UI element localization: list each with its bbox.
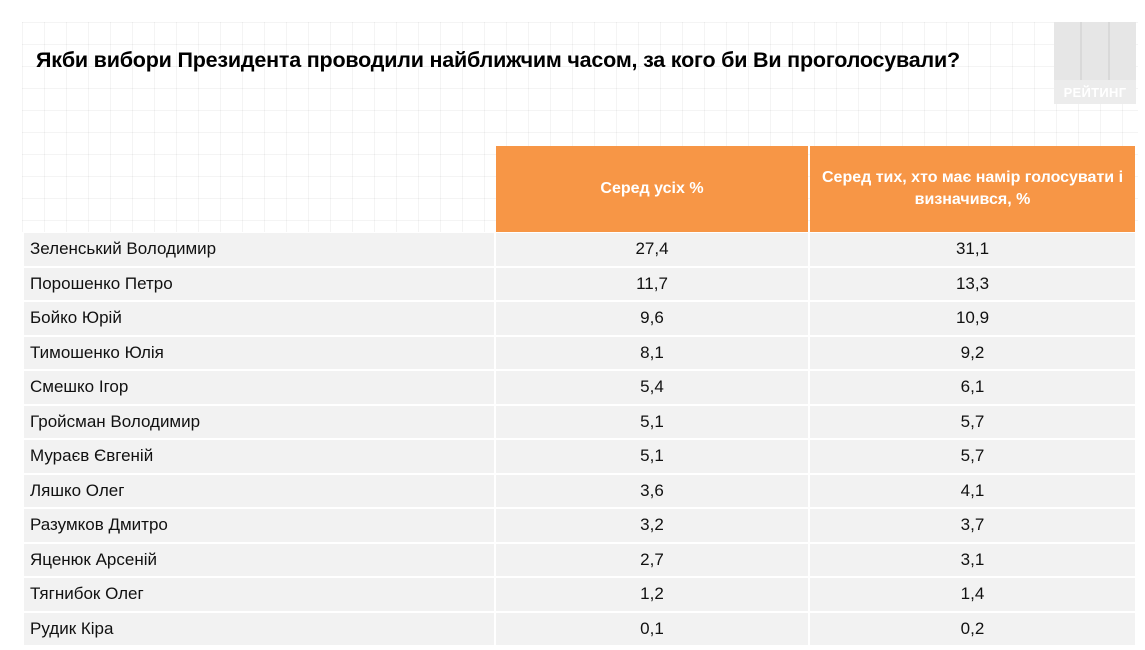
candidate-name: Ляшко Олег <box>30 480 125 500</box>
value-decided: 1,4 <box>960 584 985 603</box>
logo-text: РЕЙТИНГ <box>1063 85 1127 100</box>
table-row: Разумков Дмитро 3,2 3,7 <box>24 508 1135 543</box>
cell-background <box>810 371 1135 404</box>
value-all: 3,6 <box>640 480 664 500</box>
cell-background <box>810 405 1135 438</box>
candidate-name: Разумков Дмитро <box>30 515 168 534</box>
results-table: Серед усіх % Серед тих, хто має намір го… <box>24 146 1135 646</box>
cell-background <box>496 578 808 611</box>
candidate-name: Рудик Кіра <box>30 618 114 638</box>
value-decided: 9,2 <box>960 342 985 362</box>
column-header-decided: Серед тих, хто має намір голосувати і ви… <box>810 146 1135 232</box>
value-decided: 0,2 <box>960 618 985 638</box>
cell-background <box>810 336 1135 369</box>
cell-background <box>810 543 1135 576</box>
candidate-name: Зеленський Володимир <box>30 239 217 258</box>
candidate-name: Мураєв Євгеній <box>30 446 154 465</box>
candidate-name: Бойко Юрій <box>30 308 122 327</box>
value-decided: 5,7 <box>960 411 985 431</box>
value-all: 8,1 <box>640 342 664 362</box>
cell-background <box>810 267 1135 300</box>
cell-background <box>496 405 808 438</box>
cell-background <box>24 509 494 542</box>
value-decided: 13,3 <box>955 273 990 293</box>
cell-background <box>496 302 808 335</box>
value-decided: 6,1 <box>960 377 985 396</box>
cell-background <box>24 543 494 576</box>
cell-background <box>496 336 808 369</box>
value-all: 11,7 <box>636 273 668 293</box>
candidate-name: Порошенко Петро <box>30 273 173 293</box>
table-row: Мураєв Євгеній 5,1 5,7 <box>24 439 1135 474</box>
cell-background <box>496 267 808 300</box>
cell-background <box>24 440 494 473</box>
cell-background <box>810 302 1135 335</box>
table-row: Смешко Ігор 5,4 6,1 <box>24 370 1135 405</box>
value-all: 1,2 <box>640 584 664 603</box>
cell-background <box>810 233 1135 266</box>
value-all: 5,1 <box>640 446 664 465</box>
value-all: 27,4 <box>635 239 669 258</box>
cell-background <box>496 543 808 576</box>
value-all: 3,2 <box>640 515 664 534</box>
cell-background <box>810 509 1135 542</box>
candidate-name: Смешко Ігор <box>30 377 129 396</box>
value-all: 5,1 <box>640 411 664 431</box>
cell-background <box>24 612 494 645</box>
table-row: Тягнибок Олег 1,2 1,4 <box>24 577 1135 612</box>
cell-background <box>496 440 808 473</box>
cell-background <box>24 336 494 369</box>
table-header: Серед усіх % Серед тих, хто має намір го… <box>24 146 1135 232</box>
logo-mark-icon <box>1054 22 1136 80</box>
cell-background <box>24 267 494 300</box>
table-row: Бойко Юрій 9,6 10,9 <box>24 301 1135 336</box>
table-row: Гройсман Володимир 5,1 5,7 <box>24 405 1135 440</box>
candidate-name: Гройсман Володимир <box>30 411 201 431</box>
table-row: Ляшко Олег 3,6 4,1 <box>24 474 1135 509</box>
cell-background <box>24 578 494 611</box>
table-body: Зеленський Володимир 27,4 31,1 Порошенко Пе… <box>24 232 1135 646</box>
page-title: Якби вибори Президента проводили найближ… <box>36 48 960 72</box>
cell-background <box>24 371 494 404</box>
cell-background <box>496 233 808 266</box>
table-row: Яценюк Арсеній 2,7 3,1 <box>24 543 1135 578</box>
cell-background <box>496 474 808 507</box>
cell-background <box>24 302 494 335</box>
value-all: 0,1 <box>640 618 664 638</box>
cell-background <box>810 612 1135 645</box>
cell-background <box>496 612 808 645</box>
cell-background <box>496 371 808 404</box>
value-decided: 4,1 <box>960 480 985 500</box>
column-header-all: Серед усіх % <box>496 146 808 232</box>
rating-logo: РЕЙТИНГ <box>1054 22 1136 104</box>
cell-background <box>496 509 808 542</box>
cell-background <box>24 405 494 438</box>
cell-background <box>24 474 494 507</box>
table-row: Порошенко Петро 11,7 13,3 <box>24 267 1135 302</box>
value-decided: 5,7 <box>960 446 985 465</box>
value-all: 9,6 <box>640 308 664 327</box>
value-decided: 3,7 <box>960 515 985 534</box>
value-all: 5,4 <box>640 377 664 396</box>
cell-background <box>810 440 1135 473</box>
value-decided: 31,1 <box>955 239 990 258</box>
value-all: 2,7 <box>640 549 664 569</box>
table-row: Тимошенко Юлія 8,1 9,2 <box>24 336 1135 371</box>
candidate-name: Тягнибок Олег <box>30 584 144 603</box>
table-row: Зеленський Володимир 27,4 31,1 <box>24 232 1135 267</box>
cell-background <box>810 474 1135 507</box>
cell-background <box>810 578 1135 611</box>
candidate-name: Тимошенко Юлія <box>30 342 164 362</box>
value-decided: 3,1 <box>960 549 985 569</box>
table-row: Рудик Кіра 0,1 0,2 <box>24 612 1135 647</box>
cell-background <box>24 233 494 266</box>
candidate-name: Яценюк Арсеній <box>30 549 157 569</box>
value-decided: 10,9 <box>955 308 990 327</box>
